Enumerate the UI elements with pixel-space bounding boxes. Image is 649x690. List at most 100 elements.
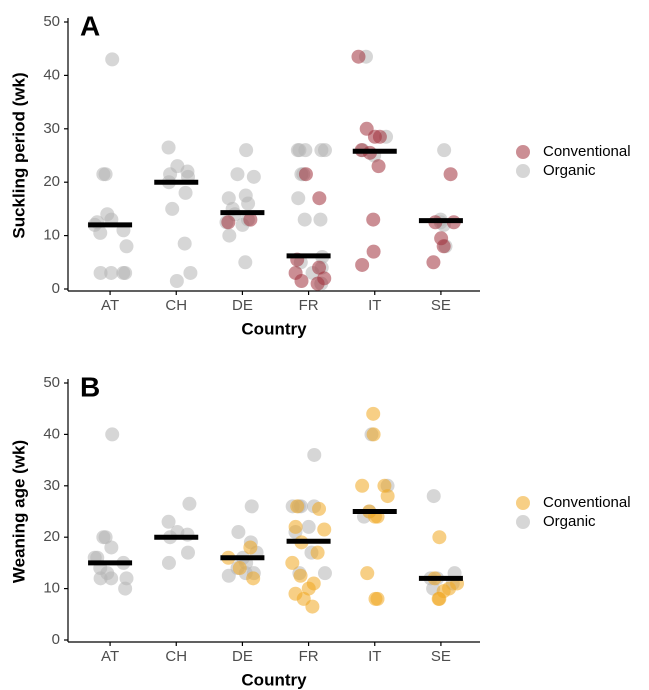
data-point	[243, 212, 258, 227]
data-point	[313, 212, 328, 227]
data-point	[231, 525, 246, 540]
data-point	[118, 581, 133, 596]
data-point	[310, 545, 325, 560]
y-tick-label: 40	[43, 425, 60, 442]
data-point	[221, 191, 236, 206]
data-point	[100, 207, 115, 222]
data-point	[360, 566, 375, 581]
data-point	[366, 244, 381, 259]
data-point	[93, 571, 108, 586]
data-point	[355, 257, 370, 272]
data-point	[96, 167, 111, 182]
data-point	[294, 273, 309, 288]
y-tick-label: 20	[43, 173, 60, 190]
data-point	[307, 447, 322, 462]
data-point	[298, 167, 313, 182]
legend-swatch	[516, 164, 530, 178]
data-point	[161, 555, 176, 570]
data-point	[426, 255, 441, 270]
y-tick-label: 30	[43, 477, 60, 494]
data-point	[221, 215, 236, 230]
data-point	[230, 167, 245, 182]
data-point	[366, 406, 381, 421]
y-axis-label: Suckling period (wk)	[9, 72, 28, 238]
data-point	[290, 143, 305, 158]
data-point	[426, 581, 441, 596]
data-point	[310, 276, 325, 291]
y-axis-label: Weaning age (wk)	[9, 440, 28, 583]
data-point	[371, 159, 386, 174]
x-tick-label: DE	[232, 648, 253, 665]
data-point	[238, 255, 253, 270]
data-point	[291, 191, 306, 206]
data-point	[355, 478, 370, 493]
data-point	[366, 212, 381, 227]
data-point	[182, 496, 197, 511]
panel-label: B	[80, 371, 100, 402]
data-point	[244, 499, 259, 514]
data-point	[165, 201, 180, 216]
data-point	[317, 522, 332, 537]
data-point	[222, 228, 237, 243]
data-point	[246, 571, 261, 586]
data-point	[288, 519, 303, 534]
data-point	[246, 169, 261, 184]
data-point	[312, 260, 327, 275]
data-point	[183, 265, 198, 280]
data-point	[105, 427, 120, 442]
data-point	[317, 566, 332, 581]
y-tick-label: 50	[43, 13, 60, 30]
data-point	[301, 519, 316, 534]
data-point	[431, 591, 446, 606]
data-point	[119, 239, 134, 254]
data-point	[437, 143, 452, 158]
x-tick-label: CH	[165, 648, 187, 665]
data-point	[443, 167, 458, 182]
data-point	[104, 571, 119, 586]
data-point	[368, 591, 383, 606]
y-tick-label: 10	[43, 580, 60, 597]
data-point	[178, 185, 193, 200]
x-tick-label: FR	[299, 297, 319, 314]
legend-label: Conventional	[543, 143, 631, 160]
data-point	[366, 427, 381, 442]
x-axis-label: Country	[241, 319, 307, 338]
x-tick-label: IT	[368, 648, 381, 665]
legend-swatch	[516, 515, 530, 529]
data-point	[181, 545, 196, 560]
data-point	[232, 561, 247, 576]
x-tick-label: AT	[101, 297, 119, 314]
data-point	[380, 489, 395, 504]
data-point	[297, 212, 312, 227]
x-tick-label: SE	[431, 297, 451, 314]
data-point	[93, 225, 108, 240]
data-point	[436, 239, 451, 254]
data-point	[367, 129, 382, 144]
data-point	[161, 140, 176, 155]
data-point	[290, 499, 305, 514]
data-point	[241, 196, 256, 211]
y-tick-label: 10	[43, 227, 60, 244]
data-point	[285, 555, 300, 570]
data-point	[239, 143, 254, 158]
y-tick-label: 0	[52, 631, 60, 648]
legend-label: Organic	[543, 162, 596, 179]
y-tick-label: 30	[43, 120, 60, 137]
x-tick-label: IT	[368, 297, 381, 314]
data-point	[116, 265, 131, 280]
data-point	[243, 540, 258, 555]
legend-swatch	[516, 496, 530, 510]
y-tick-label: 0	[52, 280, 60, 297]
data-point	[177, 236, 192, 251]
data-point	[426, 489, 441, 504]
legend-label: Organic	[543, 513, 596, 530]
data-point	[96, 530, 111, 545]
data-point	[293, 568, 308, 583]
legend-label: Conventional	[543, 494, 631, 511]
panel-label: A	[80, 10, 100, 41]
data-point	[119, 571, 134, 586]
x-tick-label: DE	[232, 297, 253, 314]
data-point	[351, 49, 366, 64]
y-tick-label: 40	[43, 66, 60, 83]
